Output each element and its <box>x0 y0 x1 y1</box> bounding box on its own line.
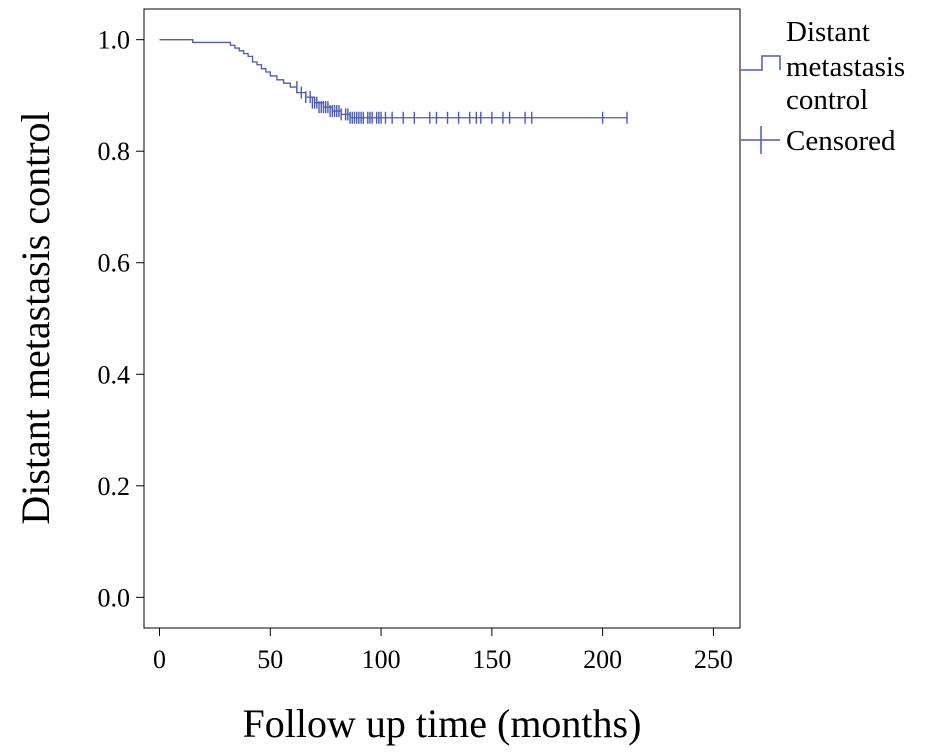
y-tick-label-4: 0.8 <box>98 137 131 166</box>
x-axis-title: Follow up time (months) <box>243 701 642 746</box>
x-axis-ticks: 0 50 100 150 200 250 <box>153 628 733 674</box>
y-tick-label-3: 0.6 <box>98 249 131 278</box>
legend-series-swatch <box>741 55 781 71</box>
x-tick-label-3: 150 <box>472 645 511 674</box>
series-line-0 <box>159 39 627 119</box>
y-tick-label-2: 0.4 <box>98 360 131 389</box>
plot-frame <box>143 8 741 629</box>
x-tick-label-5: 250 <box>694 645 733 674</box>
legend-series-label-line-1: Distant <box>786 16 870 48</box>
x-tick-label-0: 0 <box>153 645 166 674</box>
y-tick-label-1: 0.2 <box>98 472 131 501</box>
series-layer <box>159 39 627 119</box>
y-axis-title: Distant metastasis control <box>13 111 58 524</box>
legend-series-label-line-3: control <box>786 84 868 116</box>
y-tick-label-5: 1.0 <box>98 26 131 55</box>
censor-marks <box>296 81 628 124</box>
legend-series-label-line-2: metastasis <box>786 51 905 83</box>
legend-censored-label: Censored <box>786 125 896 157</box>
x-tick-label-1: 50 <box>257 645 283 674</box>
legend: Distant metastasis control Censored <box>741 16 905 157</box>
y-tick-label-0: 0.0 <box>98 583 131 612</box>
x-tick-label-2: 100 <box>362 645 401 674</box>
y-axis-ticks: 0.0 0.2 0.4 0.6 0.8 1.0 <box>98 26 144 612</box>
x-tick-label-4: 200 <box>583 645 622 674</box>
